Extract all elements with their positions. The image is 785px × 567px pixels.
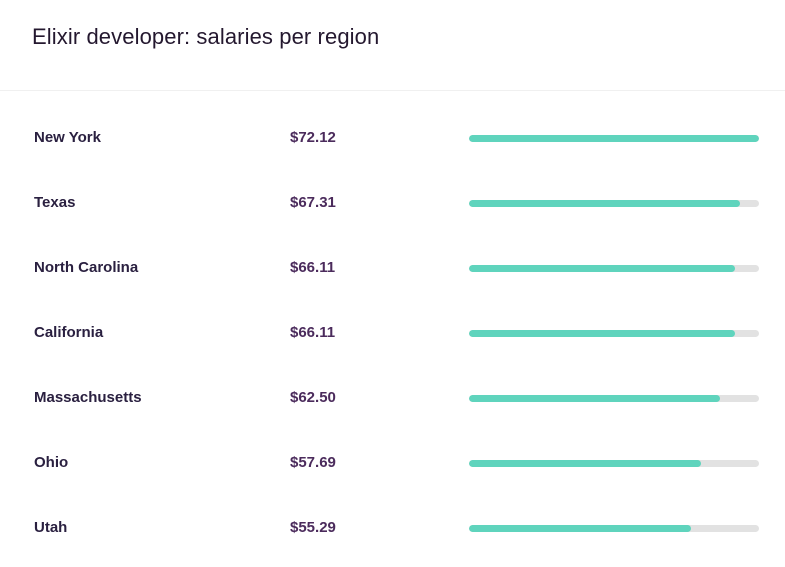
salary-row: Texas $67.31 bbox=[0, 193, 785, 213]
salary-bar-fill bbox=[469, 525, 692, 532]
region-name: Ohio bbox=[34, 454, 69, 471]
region-name: Utah bbox=[34, 519, 68, 536]
salary-value: $72.12 bbox=[290, 129, 336, 146]
salary-bar-track bbox=[469, 330, 759, 337]
salary-bar-fill bbox=[469, 460, 701, 467]
salary-value: $62.50 bbox=[290, 389, 336, 406]
salary-value: $55.29 bbox=[290, 519, 336, 536]
salary-bar-track bbox=[469, 395, 759, 402]
salary-bar-fill bbox=[469, 330, 735, 337]
salary-row: California $66.11 bbox=[0, 323, 785, 343]
salary-bar-fill bbox=[469, 395, 721, 402]
page-title: Elixir developer: salaries per region bbox=[32, 24, 380, 49]
salary-value: $67.31 bbox=[290, 194, 336, 211]
salary-row: Ohio $57.69 bbox=[0, 453, 785, 473]
region-name: North Carolina bbox=[34, 259, 139, 276]
salary-value: $66.11 bbox=[290, 324, 336, 341]
region-name: California bbox=[34, 324, 104, 341]
salary-row: North Carolina $66.11 bbox=[0, 258, 785, 278]
salary-value: $66.11 bbox=[290, 259, 336, 276]
salary-row: Utah $55.29 bbox=[0, 518, 785, 538]
salary-row: Massachusetts $62.50 bbox=[0, 388, 785, 408]
salary-row: New York $72.12 bbox=[0, 128, 785, 148]
salary-value: $57.69 bbox=[290, 454, 336, 471]
salary-bar-track bbox=[469, 265, 759, 272]
region-name: Massachusetts bbox=[34, 389, 142, 406]
salary-bar-track bbox=[469, 460, 759, 467]
salary-bar-track bbox=[469, 135, 759, 142]
region-name: New York bbox=[34, 129, 101, 146]
region-name: Texas bbox=[34, 194, 76, 211]
divider bbox=[0, 90, 785, 91]
salary-bar-fill bbox=[469, 265, 735, 272]
salary-bar-track bbox=[469, 200, 759, 207]
salary-bar-fill bbox=[469, 135, 759, 142]
salary-bar-fill bbox=[469, 200, 740, 207]
salary-bar-track bbox=[469, 525, 759, 532]
